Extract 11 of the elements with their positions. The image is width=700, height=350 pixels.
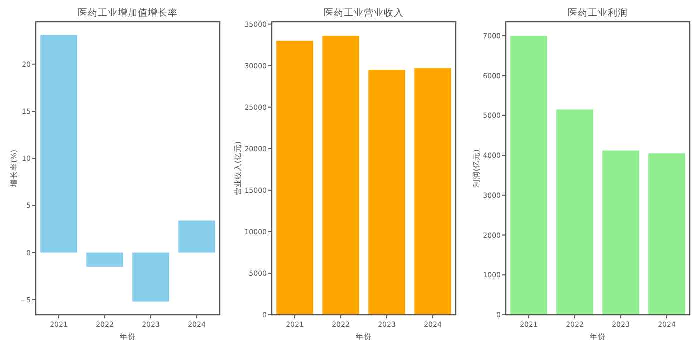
- chart-title: 医药工业营业收入: [324, 7, 404, 19]
- bar: [648, 154, 686, 315]
- bar: [40, 35, 78, 253]
- chart-title: 医药工业利润: [568, 7, 628, 19]
- bar: [602, 150, 640, 315]
- bar: [178, 220, 216, 253]
- bar: [132, 252, 170, 302]
- bar: [510, 36, 548, 315]
- bar: [86, 252, 124, 267]
- chart-title: 医药工业增加值增长率: [78, 7, 178, 19]
- bar: [556, 110, 594, 315]
